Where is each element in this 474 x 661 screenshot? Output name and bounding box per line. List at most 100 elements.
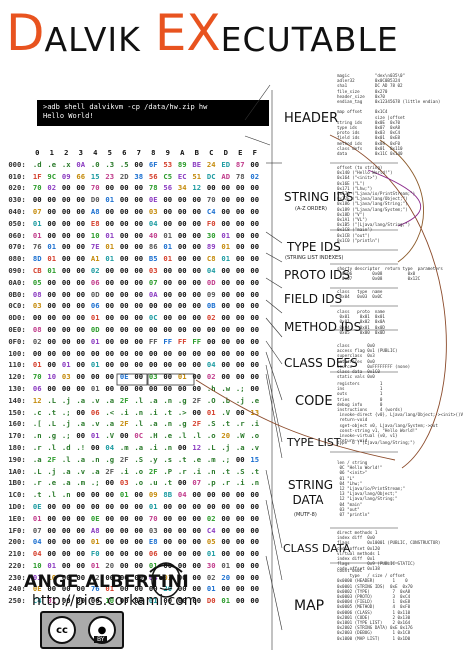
hex-byte: 00: [235, 301, 245, 311]
hex-byte: 00: [76, 360, 86, 370]
hex-column-header: 0: [35, 148, 40, 157]
hex-byte: 00: [235, 537, 245, 547]
hex-byte: F0: [90, 549, 100, 559]
hex-byte: 01: [90, 313, 100, 323]
hex-byte: 00: [119, 560, 129, 570]
hex-byte: 0E: [90, 513, 100, 523]
hex-byte: 00: [250, 348, 260, 358]
hex-byte: 00: [61, 254, 71, 264]
code-panel: registers 1 ins 1 outs 1 tries 0 debug i…: [337, 381, 464, 444]
hex-byte: 00: [235, 348, 245, 358]
hex-byte: 01: [32, 218, 42, 228]
hex-byte: 00: [177, 348, 187, 358]
hex-byte: 00: [76, 501, 86, 511]
hex-byte: 00: [192, 490, 202, 500]
hex-byte: 01: [105, 242, 115, 252]
hex-byte: 70: [206, 195, 216, 205]
hex-byte: 00: [163, 513, 173, 523]
hex-byte: 00: [163, 324, 173, 334]
hex-offset: 140:: [8, 395, 26, 405]
hex-byte: 00: [221, 549, 231, 559]
title-word-alvik: ALVIK: [44, 20, 141, 59]
hex-column-header: 8: [151, 148, 156, 157]
hex-column-header: 6: [122, 148, 127, 157]
hex-offset: 1D0:: [8, 501, 26, 511]
hex-byte: 0E: [32, 501, 42, 511]
hex-byte: .g: [177, 419, 187, 429]
hex-byte: 00: [90, 501, 100, 511]
hex-byte: C8: [206, 254, 216, 264]
hex-byte: 05: [206, 537, 216, 547]
hex-byte: 00: [177, 195, 187, 205]
author-url[interactable]: http://pics.corkami.com: [32, 593, 198, 609]
hex-byte: B5: [148, 254, 158, 264]
hex-byte: 00: [134, 525, 144, 535]
hex-byte: .t: [163, 478, 173, 488]
hex-byte: 00: [119, 431, 129, 441]
hex-byte: 70: [32, 372, 42, 382]
hex-byte: 00: [119, 301, 129, 311]
hex-byte: .l: [177, 431, 187, 441]
hex-byte: 04: [206, 360, 216, 370]
hex-byte: .e: [47, 478, 57, 488]
hex-byte: 00: [221, 348, 231, 358]
hex-byte: 00: [76, 348, 86, 358]
hex-byte: 00: [192, 289, 202, 299]
hex-byte: 00: [134, 289, 144, 299]
hex-byte: 01: [47, 242, 57, 252]
hex-byte: 00: [134, 313, 144, 323]
hex-byte: 01: [32, 360, 42, 370]
hex-byte: 00: [221, 324, 231, 334]
hex-byte: 00: [192, 372, 202, 382]
hex-byte: 01: [177, 372, 187, 382]
hex-byte: 00: [250, 490, 260, 500]
hex-byte: 01: [105, 230, 115, 240]
hex-byte: 00: [250, 206, 260, 216]
hex-byte: 00: [235, 407, 245, 417]
hex-byte: 00: [61, 313, 71, 323]
hex-column-header: 3: [78, 148, 83, 157]
hex-byte: 00: [177, 313, 187, 323]
hex-byte: .w: [221, 383, 231, 393]
hex-byte: 12: [192, 442, 202, 452]
hex-byte: 01: [221, 242, 231, 252]
hex-offset: 070:: [8, 242, 26, 252]
hex-byte: 12: [192, 183, 202, 193]
hex-byte: 01: [163, 230, 173, 240]
hex-row: 110: 01 00 01 00 01 00 00 00 00 00 00 00 04 00 00 00: [4, 359, 266, 371]
hex-row: 0D0: 00 00 00 00 01 00 00 00 0C 00 00 00 02 00 00 00: [4, 312, 266, 324]
hex-byte: .e: [47, 159, 57, 169]
hex-byte: 03: [61, 372, 71, 382]
hex-offset: 000:: [8, 159, 26, 169]
hex-byte: 00: [148, 360, 158, 370]
hex-byte: 2F: [192, 419, 202, 429]
hex-byte: 00: [61, 336, 71, 346]
hex-offset: 080:: [8, 254, 26, 264]
hex-byte: 01: [90, 336, 100, 346]
hex-byte: 34: [177, 183, 187, 193]
hex-byte: 8B: [163, 490, 173, 500]
hex-byte: 00: [119, 254, 129, 264]
hex-byte: 00: [32, 313, 42, 323]
hex-byte: 00: [119, 513, 129, 523]
hex-row: 040: 07 00 00 00 A8 00 00 00 03 00 00 00 C4 00 00 00: [4, 206, 266, 218]
hex-byte: .<: [105, 407, 115, 417]
hex-byte: 00: [177, 360, 187, 370]
hex-byte: 04: [32, 537, 42, 547]
hex-byte: 00: [250, 537, 260, 547]
hex-byte: 00: [134, 383, 144, 393]
hex-byte: 00: [250, 183, 260, 193]
hex-byte: 00: [105, 478, 115, 488]
hex-byte: 00: [250, 230, 260, 240]
hex-byte: FF: [177, 336, 187, 346]
hex-byte: 00: [61, 277, 71, 287]
hex-byte: DC: [206, 171, 216, 181]
string-ids-panel: offset (to string) 0x140 ("Hello World!"…: [337, 165, 416, 243]
hex-byte: 00: [206, 336, 216, 346]
hex-byte: .H: [148, 431, 158, 441]
hex-byte: 00: [163, 501, 173, 511]
hex-byte: .n: [32, 431, 42, 441]
hex-offset: 1C0:: [8, 490, 26, 500]
hex-byte: 00: [192, 230, 202, 240]
hex-offset: 0E0:: [8, 324, 26, 334]
